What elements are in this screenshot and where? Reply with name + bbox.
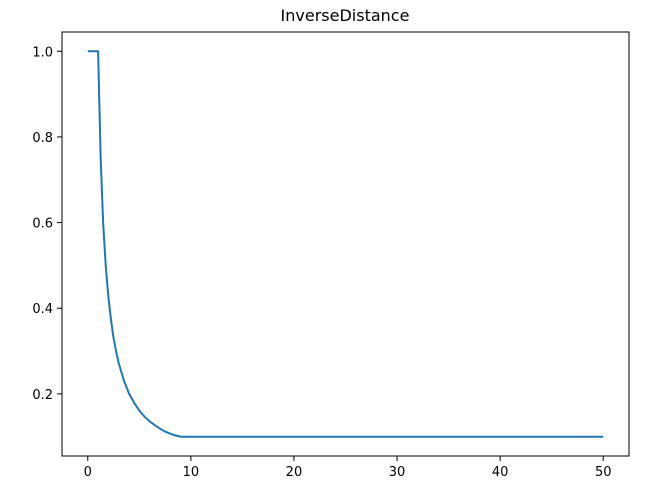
x-tick-label: 40 bbox=[492, 465, 509, 480]
x-tick-label: 10 bbox=[183, 465, 200, 480]
y-tick-label: 0.2 bbox=[32, 388, 53, 403]
y-axis: 0.2 0.4 0.6 0.8 1.0 bbox=[32, 45, 62, 403]
plot-frame bbox=[61, 31, 630, 457]
y-tick-label: 0.8 bbox=[32, 131, 53, 146]
y-tick-label: 0.4 bbox=[32, 302, 53, 317]
x-tick-label: 0 bbox=[84, 465, 92, 480]
x-tick-label: 50 bbox=[595, 465, 612, 480]
plot-area bbox=[87, 50, 604, 438]
x-tick-label: 20 bbox=[286, 465, 303, 480]
chart-title: InverseDistance bbox=[281, 6, 410, 25]
x-axis: 0 10 20 30 40 50 bbox=[84, 456, 612, 480]
series-line bbox=[87, 50, 604, 438]
y-tick-label: 0.6 bbox=[32, 217, 53, 232]
x-tick-label: 30 bbox=[389, 465, 406, 480]
y-tick-label: 1.0 bbox=[32, 45, 53, 60]
